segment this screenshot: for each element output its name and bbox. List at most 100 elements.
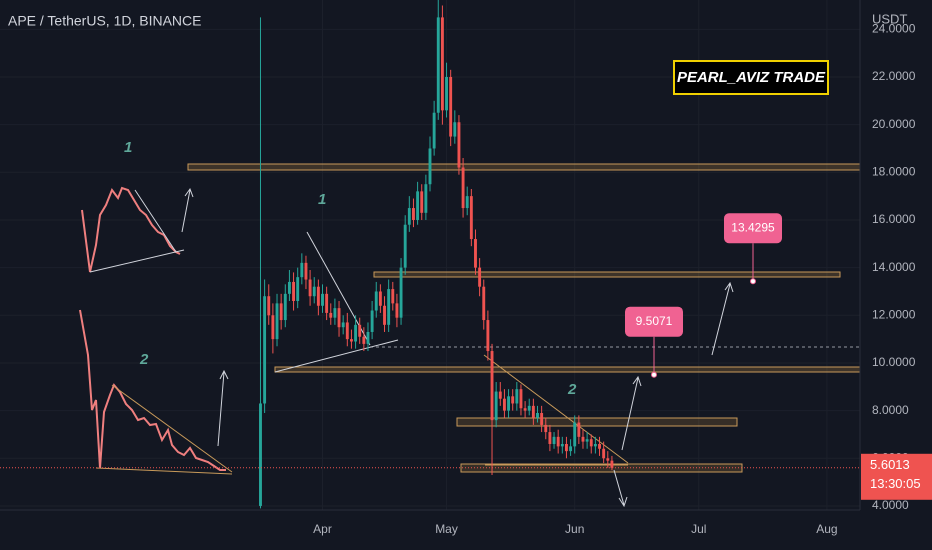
candle-body xyxy=(519,389,523,409)
x-tick-label: May xyxy=(435,522,458,536)
y-tick-label: 8.0000 xyxy=(872,403,909,417)
candle-body xyxy=(337,308,341,328)
candle-body xyxy=(498,391,502,399)
candle-body xyxy=(259,403,262,506)
axes: 4.00006.00008.000010.000012.000014.00001… xyxy=(313,21,932,536)
candle-body xyxy=(325,293,329,313)
candle-body xyxy=(598,443,601,449)
candle-body xyxy=(494,391,498,421)
candle-body xyxy=(271,315,275,340)
candle-body xyxy=(536,413,539,418)
zone xyxy=(456,417,738,427)
candle-body xyxy=(469,196,473,240)
candle-body xyxy=(490,351,494,421)
candle-body xyxy=(341,322,345,328)
candle-body xyxy=(387,289,391,325)
countdown-label: 13:30:05 xyxy=(870,476,921,491)
candle-body xyxy=(374,291,378,311)
chart-title: APE / TetherUS, 1D, BINANCE xyxy=(8,13,201,29)
sketch-line xyxy=(95,467,233,475)
candle-body xyxy=(399,267,403,318)
x-tick-label: Jul xyxy=(691,522,706,536)
y-tick-label: 14.0000 xyxy=(872,260,916,274)
arrow xyxy=(613,469,628,508)
y-tick-label: 10.0000 xyxy=(872,355,916,369)
arrow xyxy=(711,281,734,356)
zone xyxy=(187,163,861,171)
candle-body xyxy=(602,448,606,459)
annotation: 1 xyxy=(318,191,326,208)
candle-body xyxy=(345,322,349,340)
last-price-label: 5.6013 xyxy=(870,457,910,472)
annotation: 1 xyxy=(124,139,132,156)
x-tick-label: Aug xyxy=(816,522,837,536)
candle-body xyxy=(428,148,432,185)
candle-body xyxy=(556,436,560,447)
candle-body xyxy=(349,339,353,342)
candle-body xyxy=(564,443,568,452)
candle-body xyxy=(391,289,395,304)
candle-body xyxy=(420,191,424,213)
callout-label: 9.5071 xyxy=(636,314,673,328)
candle-body xyxy=(432,112,436,149)
candle-body xyxy=(436,17,440,113)
candle-body xyxy=(366,331,370,344)
candles xyxy=(259,0,614,509)
callout-point xyxy=(651,371,657,378)
y-tick-label: 16.0000 xyxy=(872,212,916,226)
candle-body xyxy=(449,76,453,137)
candle-body xyxy=(589,439,593,447)
candle-body xyxy=(263,296,267,404)
candle-body xyxy=(560,443,564,447)
y-tick-label: 4.0000 xyxy=(872,498,909,512)
candle-body xyxy=(275,303,279,340)
x-tick-label: Jun xyxy=(565,522,584,536)
zone xyxy=(274,366,861,373)
candle-body xyxy=(407,208,411,225)
candle-body xyxy=(511,396,515,404)
candle-body xyxy=(308,279,312,297)
x-tick-label: Apr xyxy=(313,522,332,536)
candle-body xyxy=(461,167,465,209)
candle-body xyxy=(531,405,535,418)
candle-body xyxy=(544,424,548,433)
callout-point xyxy=(750,278,756,285)
candle-body xyxy=(552,436,556,444)
title-bg xyxy=(0,0,220,24)
y-tick-label: 22.0000 xyxy=(872,69,916,83)
sketch-line xyxy=(134,189,177,253)
arrow xyxy=(217,369,229,447)
candle-body xyxy=(478,267,482,287)
y-tick-label: 12.0000 xyxy=(872,307,916,321)
candle-body xyxy=(292,281,296,301)
candle-body xyxy=(296,277,300,301)
candle-body xyxy=(486,320,490,352)
candle-body xyxy=(424,184,428,213)
candle-body xyxy=(581,436,585,442)
candle-body xyxy=(502,398,506,411)
candle-body xyxy=(316,286,320,306)
candle-body xyxy=(383,305,386,325)
candle-body xyxy=(370,310,374,332)
candle-body xyxy=(585,439,589,442)
candle-body xyxy=(453,122,457,137)
candle-body xyxy=(283,293,287,321)
callout-label: 13.4295 xyxy=(731,220,775,234)
watermark: PEARL_AVIZ TRADE xyxy=(677,69,826,86)
annotation: 2 xyxy=(567,381,577,398)
candle-body xyxy=(440,17,444,111)
candle-body xyxy=(358,324,362,337)
candle-body xyxy=(403,224,407,268)
zone xyxy=(373,271,841,278)
candle-body xyxy=(569,446,573,452)
candle-body xyxy=(312,286,316,297)
candle-body xyxy=(573,422,577,447)
sketch xyxy=(81,186,181,273)
y-tick-label: 18.0000 xyxy=(872,164,916,178)
candle-body xyxy=(321,293,324,306)
candle-body xyxy=(304,262,308,280)
sketch-line xyxy=(89,249,185,273)
candle-body xyxy=(548,432,552,444)
candle-body xyxy=(362,336,366,344)
